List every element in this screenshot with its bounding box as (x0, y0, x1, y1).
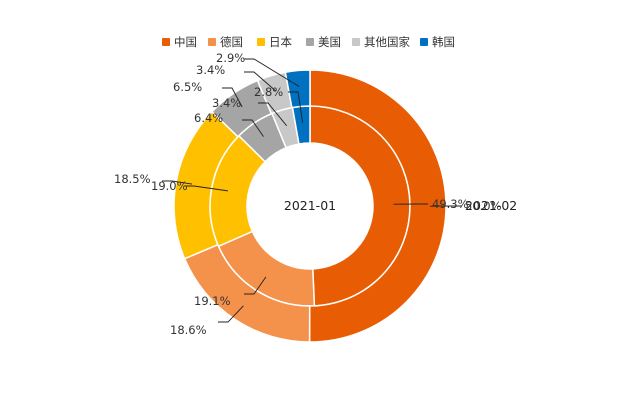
chart-leader-lines (162, 58, 462, 323)
data-label-inner-3: 6.4% (194, 111, 223, 125)
legend-swatch (306, 38, 314, 46)
data-label-inner-5: 2.8% (254, 85, 283, 99)
legend-swatch (257, 38, 265, 46)
leader-line-inner-5 (288, 91, 304, 123)
data-label-outer-3: 6.5% (173, 80, 202, 94)
slice-outer-0[interactable] (308, 69, 447, 343)
data-label-outer-4: 3.4% (196, 63, 225, 77)
series-label-inner: 2021-01 (284, 198, 336, 213)
data-label-inner-4: 3.4% (212, 96, 241, 110)
series-label-outer: 2021-02 (465, 198, 517, 213)
legend-item-1[interactable]: 德国 (208, 35, 243, 49)
legend-item-4[interactable]: 其他国家 (352, 35, 410, 49)
leader-line-outer-4 (244, 71, 277, 92)
legend-item-5[interactable]: 韩国 (420, 35, 455, 49)
leader-line-outer-3 (222, 87, 243, 108)
legend-swatch (352, 38, 360, 46)
legend-item-2[interactable]: 日本 (257, 35, 292, 49)
data-label-outer-5: 2.9% (216, 51, 245, 65)
leader-line-inner-3 (242, 119, 264, 137)
legend-label: 中国 (174, 35, 197, 49)
data-label-inner-2: 19.0% (151, 179, 188, 193)
leader-line-outer-2 (162, 180, 193, 185)
data-label-outer-1: 18.6% (170, 323, 207, 337)
data-label-inner-1: 19.1% (194, 294, 231, 308)
data-label-outer-2: 18.5% (114, 172, 151, 186)
leader-line-outer-1 (218, 305, 244, 323)
legend-label: 日本 (269, 35, 292, 49)
leader-line-outer-5 (244, 58, 300, 87)
chart-labels: 49.3%19.1%19.0%6.4%3.4%2.8%50.0%18.6%18.… (114, 51, 517, 337)
legend-item-3[interactable]: 美国 (306, 35, 341, 49)
legend-label: 德国 (220, 35, 243, 49)
legend-label: 韩国 (432, 35, 455, 49)
chart-legend[interactable]: 中国 德国 日本 美国 其他国家 韩国 (162, 35, 455, 49)
chart-rings (173, 69, 447, 343)
legend-item-0[interactable]: 中国 (162, 35, 197, 49)
data-label-outer-0: 50.0% (465, 199, 502, 213)
leader-line-inner-1 (244, 276, 267, 295)
data-label-inner-0: 49.3% (432, 197, 469, 211)
legend-swatch (208, 38, 216, 46)
leader-line-inner-4 (258, 102, 288, 127)
legend-swatch (420, 38, 428, 46)
leader-line-inner-2 (184, 185, 228, 192)
legend-swatch (162, 38, 170, 46)
slice-outer-5[interactable] (284, 69, 311, 109)
legend-label: 美国 (318, 35, 341, 49)
legend-label: 其他国家 (364, 35, 410, 49)
